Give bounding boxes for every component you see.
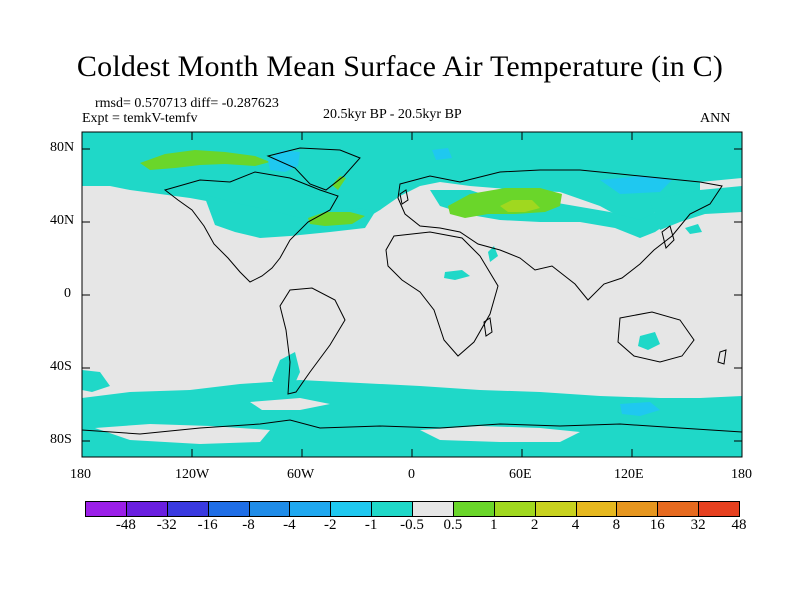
lat-label-0: 0: [64, 286, 71, 301]
legend-label: 0.5: [443, 517, 463, 533]
experiment-label: Expt = temkV-temfv: [82, 111, 198, 126]
sahara-cyan-patch: [444, 270, 470, 280]
legend-label: 1: [490, 517, 498, 533]
lat-label-80s: 80S: [50, 432, 72, 447]
asia-small-cold-spot: [432, 148, 452, 160]
labrador-warm-patch: [332, 176, 346, 190]
british-isles-coastline: [399, 189, 409, 205]
africa-coastline: [385, 231, 499, 357]
legend-label: 32: [690, 517, 706, 533]
stats-text: rmsd= 0.570713 diff= -0.287623: [95, 96, 279, 111]
southern-cold-spot: [620, 402, 660, 416]
siberia-cold-spot: [600, 176, 672, 194]
legend-label: -4: [283, 517, 296, 533]
legend-swatch: [657, 501, 700, 517]
legend-label: -2: [324, 517, 337, 533]
japan-coastline: [661, 225, 675, 249]
north-atlantic-cyan-field: [175, 195, 375, 238]
legend-swatch: [125, 501, 168, 517]
legend-swatch: [248, 501, 291, 517]
asia-cyan-field: [430, 182, 700, 238]
legend-swatch: [616, 501, 659, 517]
antarctic-grey-patch-1: [95, 424, 270, 444]
new-zealand-coastline: [717, 349, 727, 365]
atlantic-warm-patch: [308, 212, 365, 226]
legend-label: -1: [364, 517, 378, 533]
legend-swatch: [330, 501, 373, 517]
pacific-cyan-field: [650, 186, 742, 230]
legend-label: -32: [156, 517, 177, 533]
lat-label-80n: 80N: [50, 140, 75, 155]
greenland-warm-patch: [140, 150, 270, 170]
legend-label: -48: [115, 517, 136, 533]
arabia-cyan-patch: [488, 246, 498, 262]
coastlines: [82, 147, 742, 435]
legend-swatch: [493, 501, 536, 517]
season-label: ANN: [700, 111, 731, 126]
legend-label: 4: [571, 517, 580, 533]
lon-label-120e: 120E: [614, 467, 644, 482]
legend-swatch: [452, 501, 495, 517]
lon-label-60e: 60E: [509, 467, 532, 482]
antarctica-coastline: [82, 419, 742, 435]
map-title: Coldest Month Mean Surface Air Temperatu…: [76, 50, 724, 83]
greenland-coastline: [266, 147, 361, 191]
legend-label: -8: [242, 517, 255, 533]
legend-label: 48: [731, 517, 747, 533]
legend-label: 16: [649, 517, 665, 533]
madagascar-coastline: [483, 317, 493, 337]
lon-label-60w: 60W: [287, 467, 315, 482]
legend-label: 2: [530, 517, 539, 533]
antarctic-grey-patch-2: [420, 426, 580, 442]
lon-label-180e: 180: [731, 467, 752, 482]
australia-cyan-patch: [638, 332, 660, 350]
legend-swatch: [207, 501, 250, 517]
legend-label: 8: [612, 517, 621, 533]
south-america-cyan-patch: [272, 352, 300, 392]
legend-swatch: [371, 501, 413, 517]
south-pacific-cyan-patch: [82, 370, 110, 392]
longitude-ticks: [191, 132, 633, 457]
eurasia-coastline: [397, 169, 723, 301]
legend-swatch: [698, 501, 740, 517]
pacific-small-patch: [685, 224, 702, 234]
legend-swatch: [575, 501, 618, 517]
lon-label-180w: 180: [70, 467, 91, 482]
legend-swatch: [412, 501, 454, 517]
eurasia-warm-patch: [448, 188, 562, 218]
lon-label-120w: 120W: [175, 467, 210, 482]
lon-label-0: 0: [408, 467, 415, 482]
legend-swatch: [289, 501, 332, 517]
latitude-ticks: [82, 148, 742, 442]
legend-label: -0.5: [400, 517, 424, 533]
antarctic-grey-patch-3: [250, 398, 330, 410]
legend-swatch: [534, 501, 577, 517]
legend-swatch: [166, 501, 209, 517]
period-label: 20.5kyr BP - 20.5kyr BP: [323, 107, 462, 122]
south-america-coastline: [279, 287, 346, 395]
eurasia-warm-core: [500, 200, 540, 212]
north-america-coastline: [163, 171, 339, 283]
lat-label-40s: 40S: [50, 359, 72, 374]
legend-swatch: [85, 501, 127, 517]
map-area: [82, 132, 742, 457]
lat-label-40n: 40N: [50, 213, 75, 228]
australia-coastline: [617, 311, 695, 363]
legend-label: -16: [197, 517, 218, 533]
